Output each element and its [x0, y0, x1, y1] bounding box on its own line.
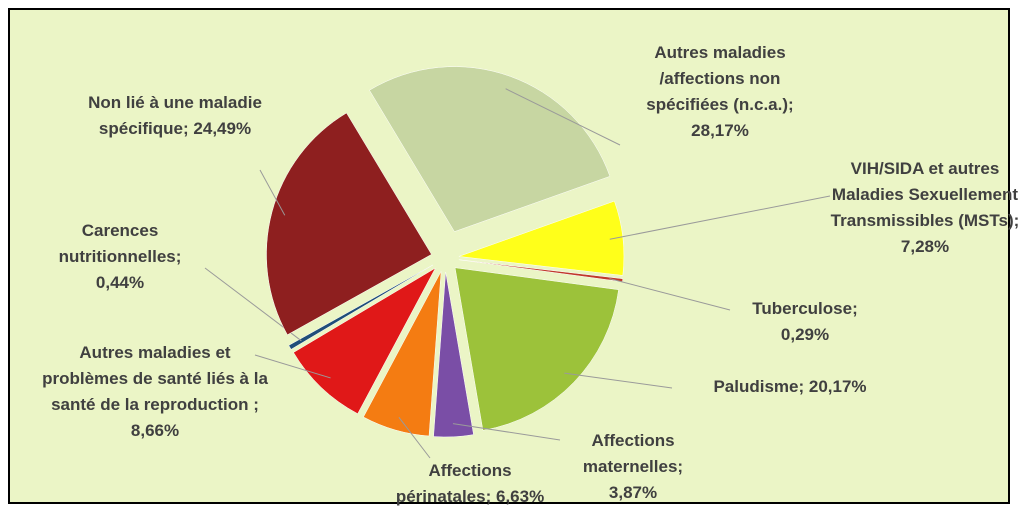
value-label: 8,66% [130, 421, 180, 440]
pie-slice [369, 66, 611, 232]
leader-line [398, 416, 431, 459]
category-name: Affections maternelles; [582, 431, 684, 476]
pie-slice [433, 271, 474, 438]
slice-label: Autres maladies /affections non spécifié… [620, 40, 820, 144]
category-name: Autres maladies /affections non spécifié… [646, 43, 794, 114]
value-label: 3,87% [608, 483, 658, 502]
slice-label: Affections périnatales; 6,63% [380, 458, 560, 510]
pie-slice [266, 112, 432, 336]
leader-line [505, 88, 621, 146]
pie-slice [458, 200, 625, 276]
pie-slice [288, 264, 433, 350]
category-name: Affections périnatales; [395, 461, 512, 506]
leader-line [452, 423, 561, 441]
leader-line [609, 195, 831, 240]
value-label: 20,17% [808, 377, 867, 396]
leader-line [609, 278, 731, 311]
category-name: VIH/SIDA et autres Maladies Sexuellement… [830, 159, 1019, 230]
slice-label: Tuberculose; 0,29% [740, 296, 870, 348]
category-name: Autres maladies et problèmes de santé li… [42, 343, 268, 414]
value-label: 6,63% [495, 487, 545, 506]
slice-label: Paludisme; 20,17% [680, 374, 900, 400]
value-label: 7,28% [900, 237, 950, 256]
value-label: 28,17% [691, 121, 749, 140]
value-label: 0,44% [95, 273, 145, 292]
leader-line [564, 372, 673, 389]
slice-label: Carences nutritionnelles; 0,44% [35, 218, 205, 296]
leader-line [254, 354, 331, 379]
category-name: Paludisme; [713, 377, 805, 396]
slice-label: Autres maladies et problèmes de santé li… [40, 340, 270, 444]
slice-label: Affections maternelles; 3,87% [558, 428, 708, 506]
leader-line [259, 169, 286, 216]
category-name: Tuberculose; [752, 299, 858, 318]
slice-label: Non lié à une maladie spécifique; 24,49% [75, 90, 275, 142]
pie-slice [363, 271, 442, 437]
value-label: 24,49% [193, 119, 252, 138]
value-label: 0,29% [780, 325, 830, 344]
category-name: Non lié à une maladie spécifique; [88, 93, 262, 138]
pie-slice [454, 267, 619, 431]
category-name: Carences nutritionnelles; [58, 221, 182, 266]
slice-label: VIH/SIDA et autres Maladies Sexuellement… [830, 156, 1019, 260]
